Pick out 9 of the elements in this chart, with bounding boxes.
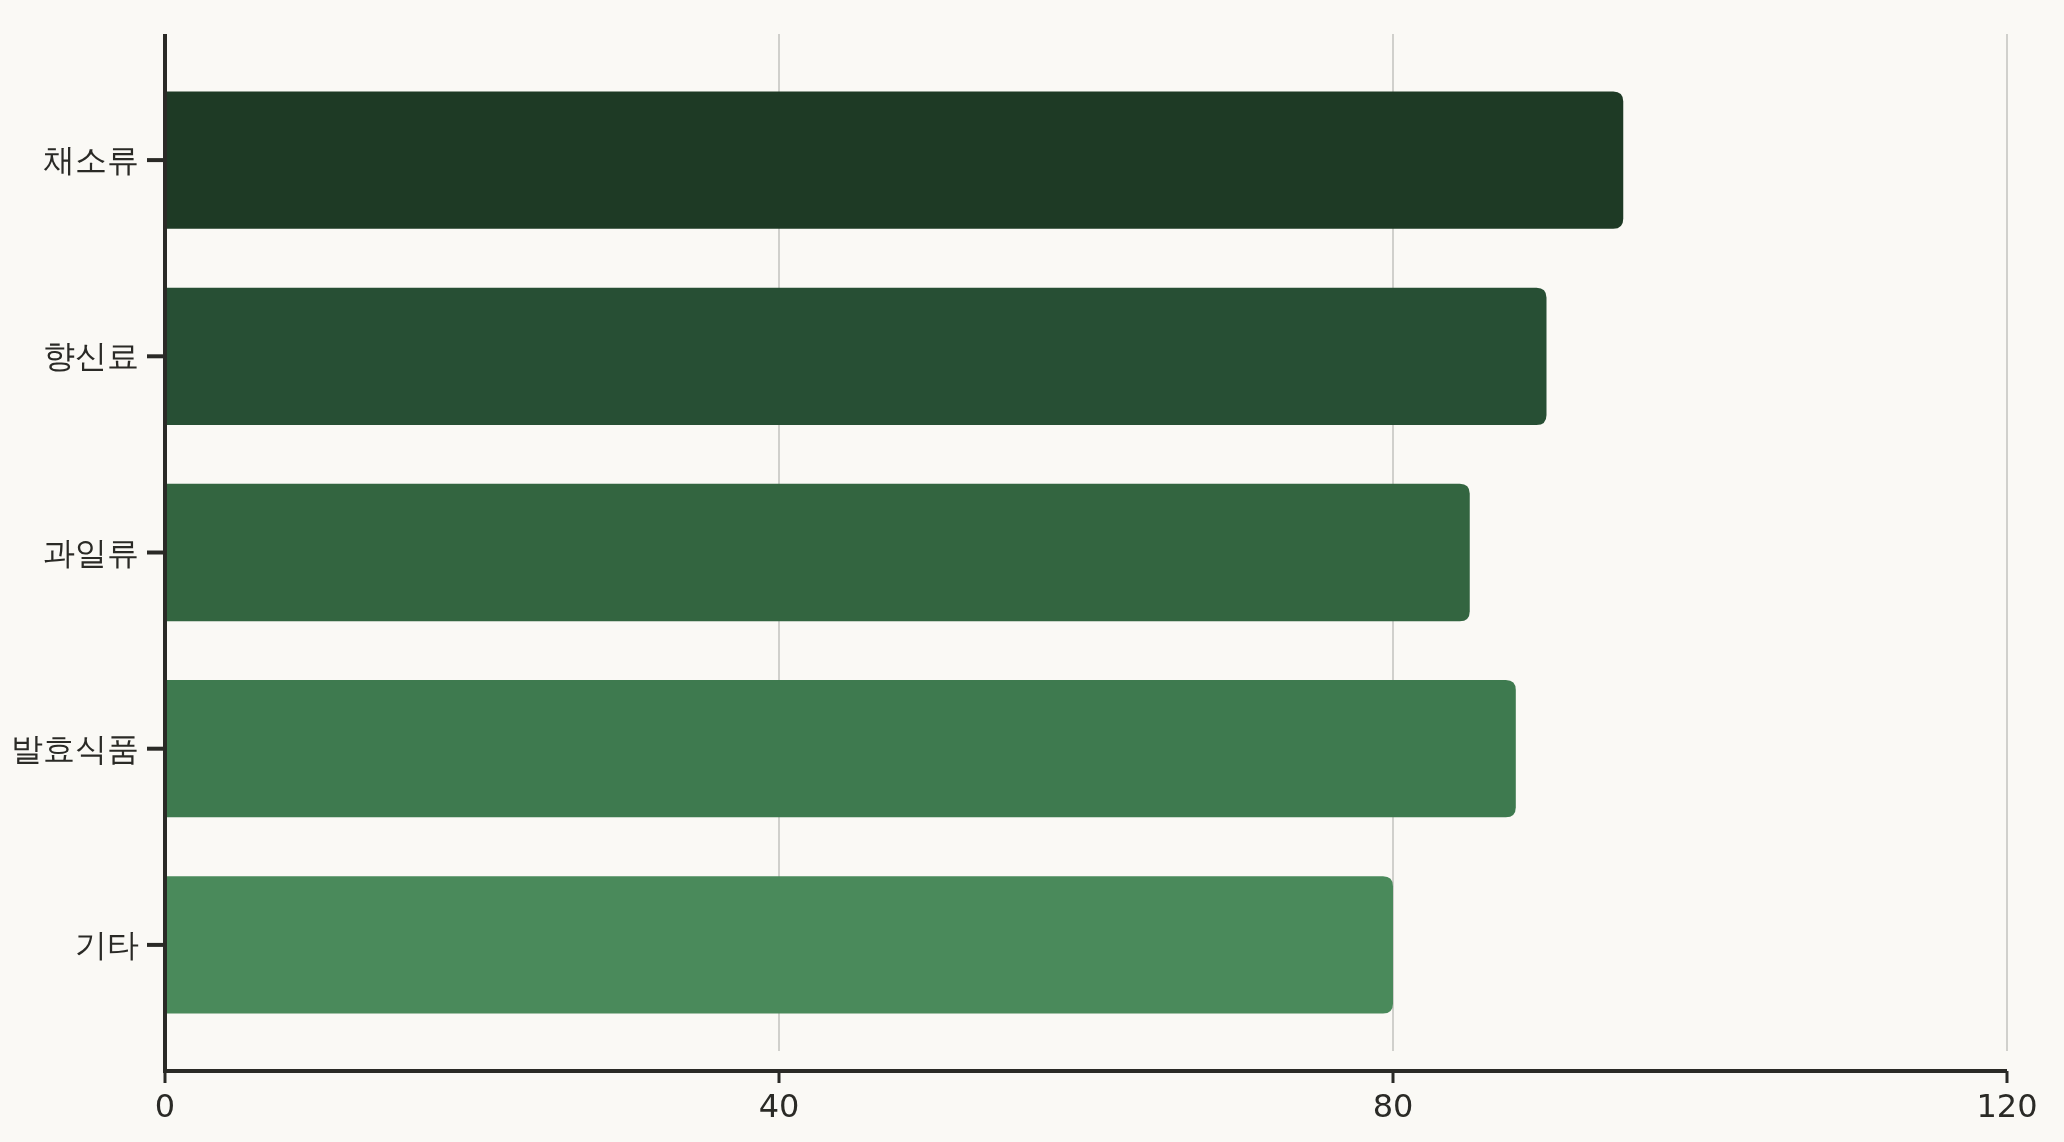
y-tick-label: 과일류 bbox=[43, 533, 139, 572]
y-tick-label: 향신료 bbox=[43, 337, 139, 376]
x-tick-label: 120 bbox=[1976, 1087, 2038, 1125]
x-tick-label: 0 bbox=[154, 1087, 176, 1125]
y-tick-label: 기타 bbox=[75, 925, 139, 964]
x-tick-label: 80 bbox=[1372, 1087, 1414, 1125]
y-tick-label: 발효식품 bbox=[11, 729, 139, 768]
y-tick-label: 채소류 bbox=[43, 141, 139, 180]
x-tick-label: 40 bbox=[758, 1087, 800, 1125]
